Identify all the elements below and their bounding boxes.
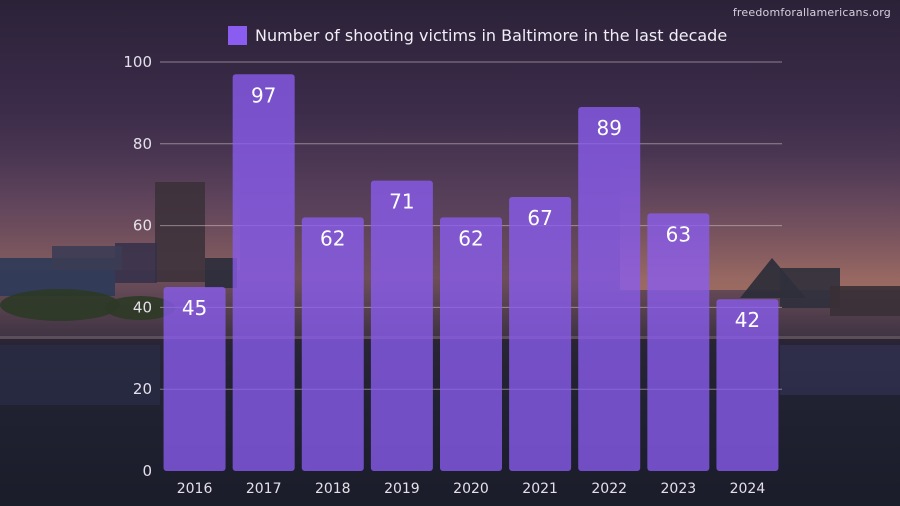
x-tick-label-2020: 2020: [453, 481, 489, 497]
bars: 45 97 62 71 62 67 89 63 42: [163, 74, 779, 472]
data-label-2024: 42: [735, 308, 760, 332]
y-tick-label: 0: [142, 462, 152, 480]
bar-2016: [163, 286, 226, 471]
data-label-2016: 45: [182, 296, 207, 320]
bar-2024: [716, 299, 779, 471]
data-label-2018: 62: [320, 226, 345, 250]
watermark: freedomforallamericans.org: [732, 6, 891, 19]
x-tick-label-2018: 2018: [315, 481, 351, 497]
data-label-2019: 71: [389, 190, 414, 214]
bar-2018: [301, 217, 364, 471]
data-label-2021: 67: [527, 206, 552, 230]
y-tick-label: 60: [133, 217, 152, 235]
y-axis: 0 20 40 60 80 100: [123, 53, 152, 480]
data-label-2017: 97: [251, 83, 276, 107]
y-tick-label: 100: [123, 53, 152, 71]
bar-2020: [440, 217, 502, 471]
data-label-2023: 63: [666, 222, 691, 246]
bar-2021: [509, 196, 572, 471]
x-tick-label-2019: 2019: [384, 481, 420, 497]
legend: Number of shooting victims in Baltimore …: [228, 26, 727, 45]
y-tick-label: 20: [133, 380, 152, 398]
bar-2017: [232, 74, 295, 472]
x-tick-label-2016: 2016: [177, 481, 213, 497]
x-tick-label-2022: 2022: [591, 481, 627, 497]
data-label-2022: 89: [596, 116, 621, 140]
x-tick-label-2021: 2021: [522, 481, 558, 497]
x-tick-label-2023: 2023: [661, 481, 697, 497]
y-tick-label: 80: [133, 135, 152, 153]
bar-2023: [647, 213, 710, 471]
bar-2022: [578, 106, 641, 472]
x-tick-label-2024: 2024: [730, 481, 766, 497]
legend-label: Number of shooting victims in Baltimore …: [255, 26, 728, 45]
x-tick-label-2017: 2017: [246, 481, 282, 497]
bar-2019: [370, 180, 433, 472]
y-tick-label: 40: [133, 298, 152, 316]
legend-swatch: [228, 26, 247, 45]
x-axis: 2016 2017 2018 2019 2020 2021 2022 2023 2024: [177, 481, 766, 497]
data-label-2020: 62: [458, 226, 483, 250]
